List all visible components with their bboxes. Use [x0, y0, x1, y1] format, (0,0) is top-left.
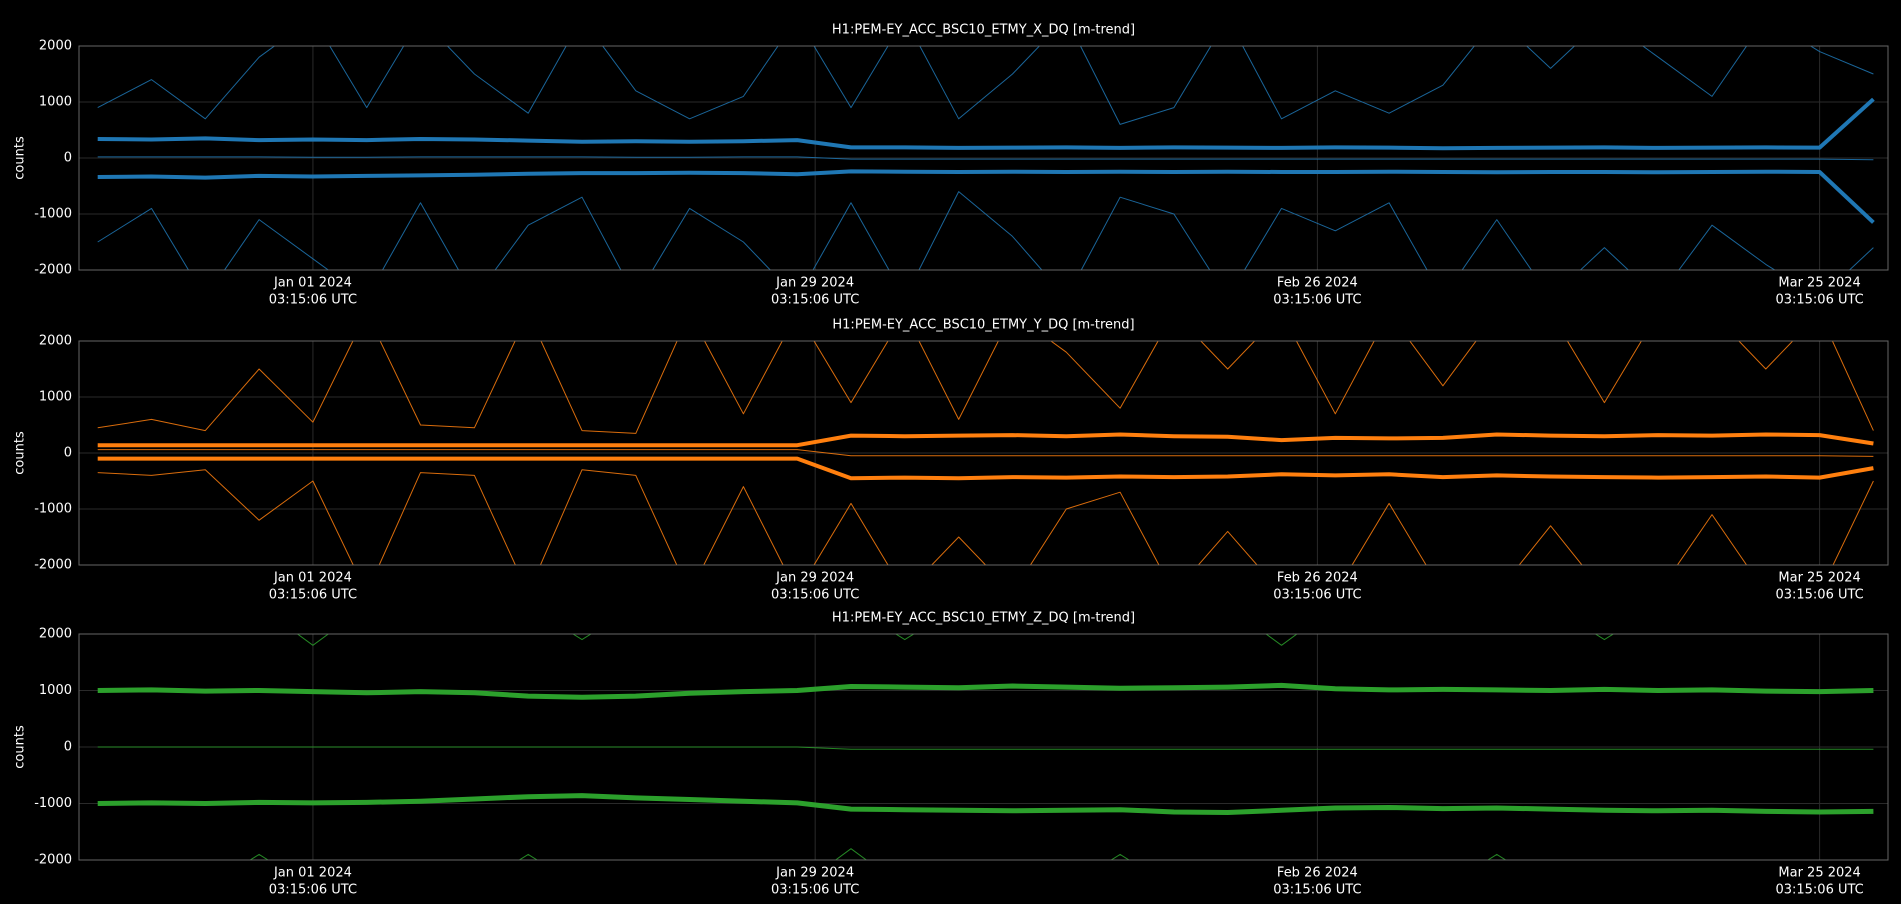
chart-title: H1:PEM-EY_ACC_BSC10_ETMY_Y_DQ [m-trend]: [832, 318, 1134, 333]
x-tick-label: Feb 26 2024: [1277, 276, 1358, 291]
x-tick-label: Mar 25 2024: [1778, 866, 1860, 881]
series-line: [97, 793, 1874, 815]
x-tick-label: Feb 26 2024: [1277, 866, 1358, 881]
series-line: [97, 469, 1874, 565]
x-tick-label: 03:15:06 UTC: [771, 883, 859, 898]
y-tick-label: -2000: [34, 263, 72, 278]
y-axis-label: counts: [13, 725, 28, 769]
series-line: [97, 456, 1874, 481]
x-tick-label: 03:15:06 UTC: [269, 883, 357, 898]
x-tick-label: Jan 01 2024: [273, 276, 352, 291]
y-tick-label: 0: [64, 740, 72, 755]
x-tick-label: Jan 29 2024: [775, 866, 854, 881]
x-tick-label: 03:15:06 UTC: [269, 293, 357, 308]
series-line: [97, 169, 1875, 224]
plot-area: [97, 46, 1875, 270]
x-tick-label: Mar 25 2024: [1778, 276, 1860, 291]
plot-frame: [78, 633, 1889, 861]
y-tick-label: 1000: [39, 95, 72, 110]
x-tick-label: Jan 01 2024: [273, 571, 352, 586]
x-tick-label: 03:15:06 UTC: [1775, 293, 1863, 308]
series-line: [97, 97, 1875, 151]
x-tick-label: 03:15:06 UTC: [1273, 883, 1361, 898]
plot-area: [97, 341, 1874, 565]
y-tick-label: 2000: [39, 334, 72, 349]
y-tick-label: -1000: [34, 207, 72, 222]
series-line: [97, 432, 1874, 448]
y-tick-label: 0: [64, 446, 72, 461]
series-line: [97, 449, 1874, 457]
series-line: [97, 746, 1874, 750]
y-tick-label: 1000: [39, 390, 72, 405]
chart-title: H1:PEM-EY_ACC_BSC10_ETMY_Z_DQ [m-trend]: [832, 611, 1135, 626]
plot-area: [97, 634, 1874, 860]
y-axis-label: counts: [13, 431, 28, 475]
y-tick-label: 1000: [39, 683, 72, 698]
plot-frame: [78, 45, 1889, 271]
x-tick-label: 03:15:06 UTC: [771, 293, 859, 308]
y-tick-label: -1000: [34, 502, 72, 517]
x-tick-label: Feb 26 2024: [1277, 571, 1358, 586]
x-tick-label: 03:15:06 UTC: [1775, 588, 1863, 603]
y-axis-label: counts: [13, 136, 28, 180]
series-line: [97, 682, 1874, 700]
series-line: [97, 46, 1874, 125]
x-tick-label: 03:15:06 UTC: [269, 588, 357, 603]
x-tick-label: Mar 25 2024: [1778, 571, 1860, 586]
x-tick-label: 03:15:06 UTC: [1273, 588, 1361, 603]
x-tick-label: 03:15:06 UTC: [1775, 883, 1863, 898]
y-tick-label: 0: [64, 151, 72, 166]
x-tick-label: Jan 29 2024: [775, 571, 854, 586]
y-tick-label: -2000: [34, 558, 72, 573]
series-line: [97, 341, 1874, 434]
y-tick-label: -2000: [34, 853, 72, 868]
y-tick-label: 2000: [39, 627, 72, 642]
x-tick-label: 03:15:06 UTC: [771, 588, 859, 603]
chart-title: H1:PEM-EY_ACC_BSC10_ETMY_X_DQ [m-trend]: [832, 23, 1135, 38]
y-tick-label: 2000: [39, 39, 72, 54]
x-tick-label: Jan 01 2024: [273, 866, 352, 881]
x-tick-label: 03:15:06 UTC: [1273, 293, 1361, 308]
series-line: [97, 156, 1874, 161]
plot-frame: [78, 340, 1889, 566]
x-tick-label: Jan 29 2024: [775, 276, 854, 291]
y-tick-label: -1000: [34, 796, 72, 811]
series-line: [97, 191, 1874, 270]
